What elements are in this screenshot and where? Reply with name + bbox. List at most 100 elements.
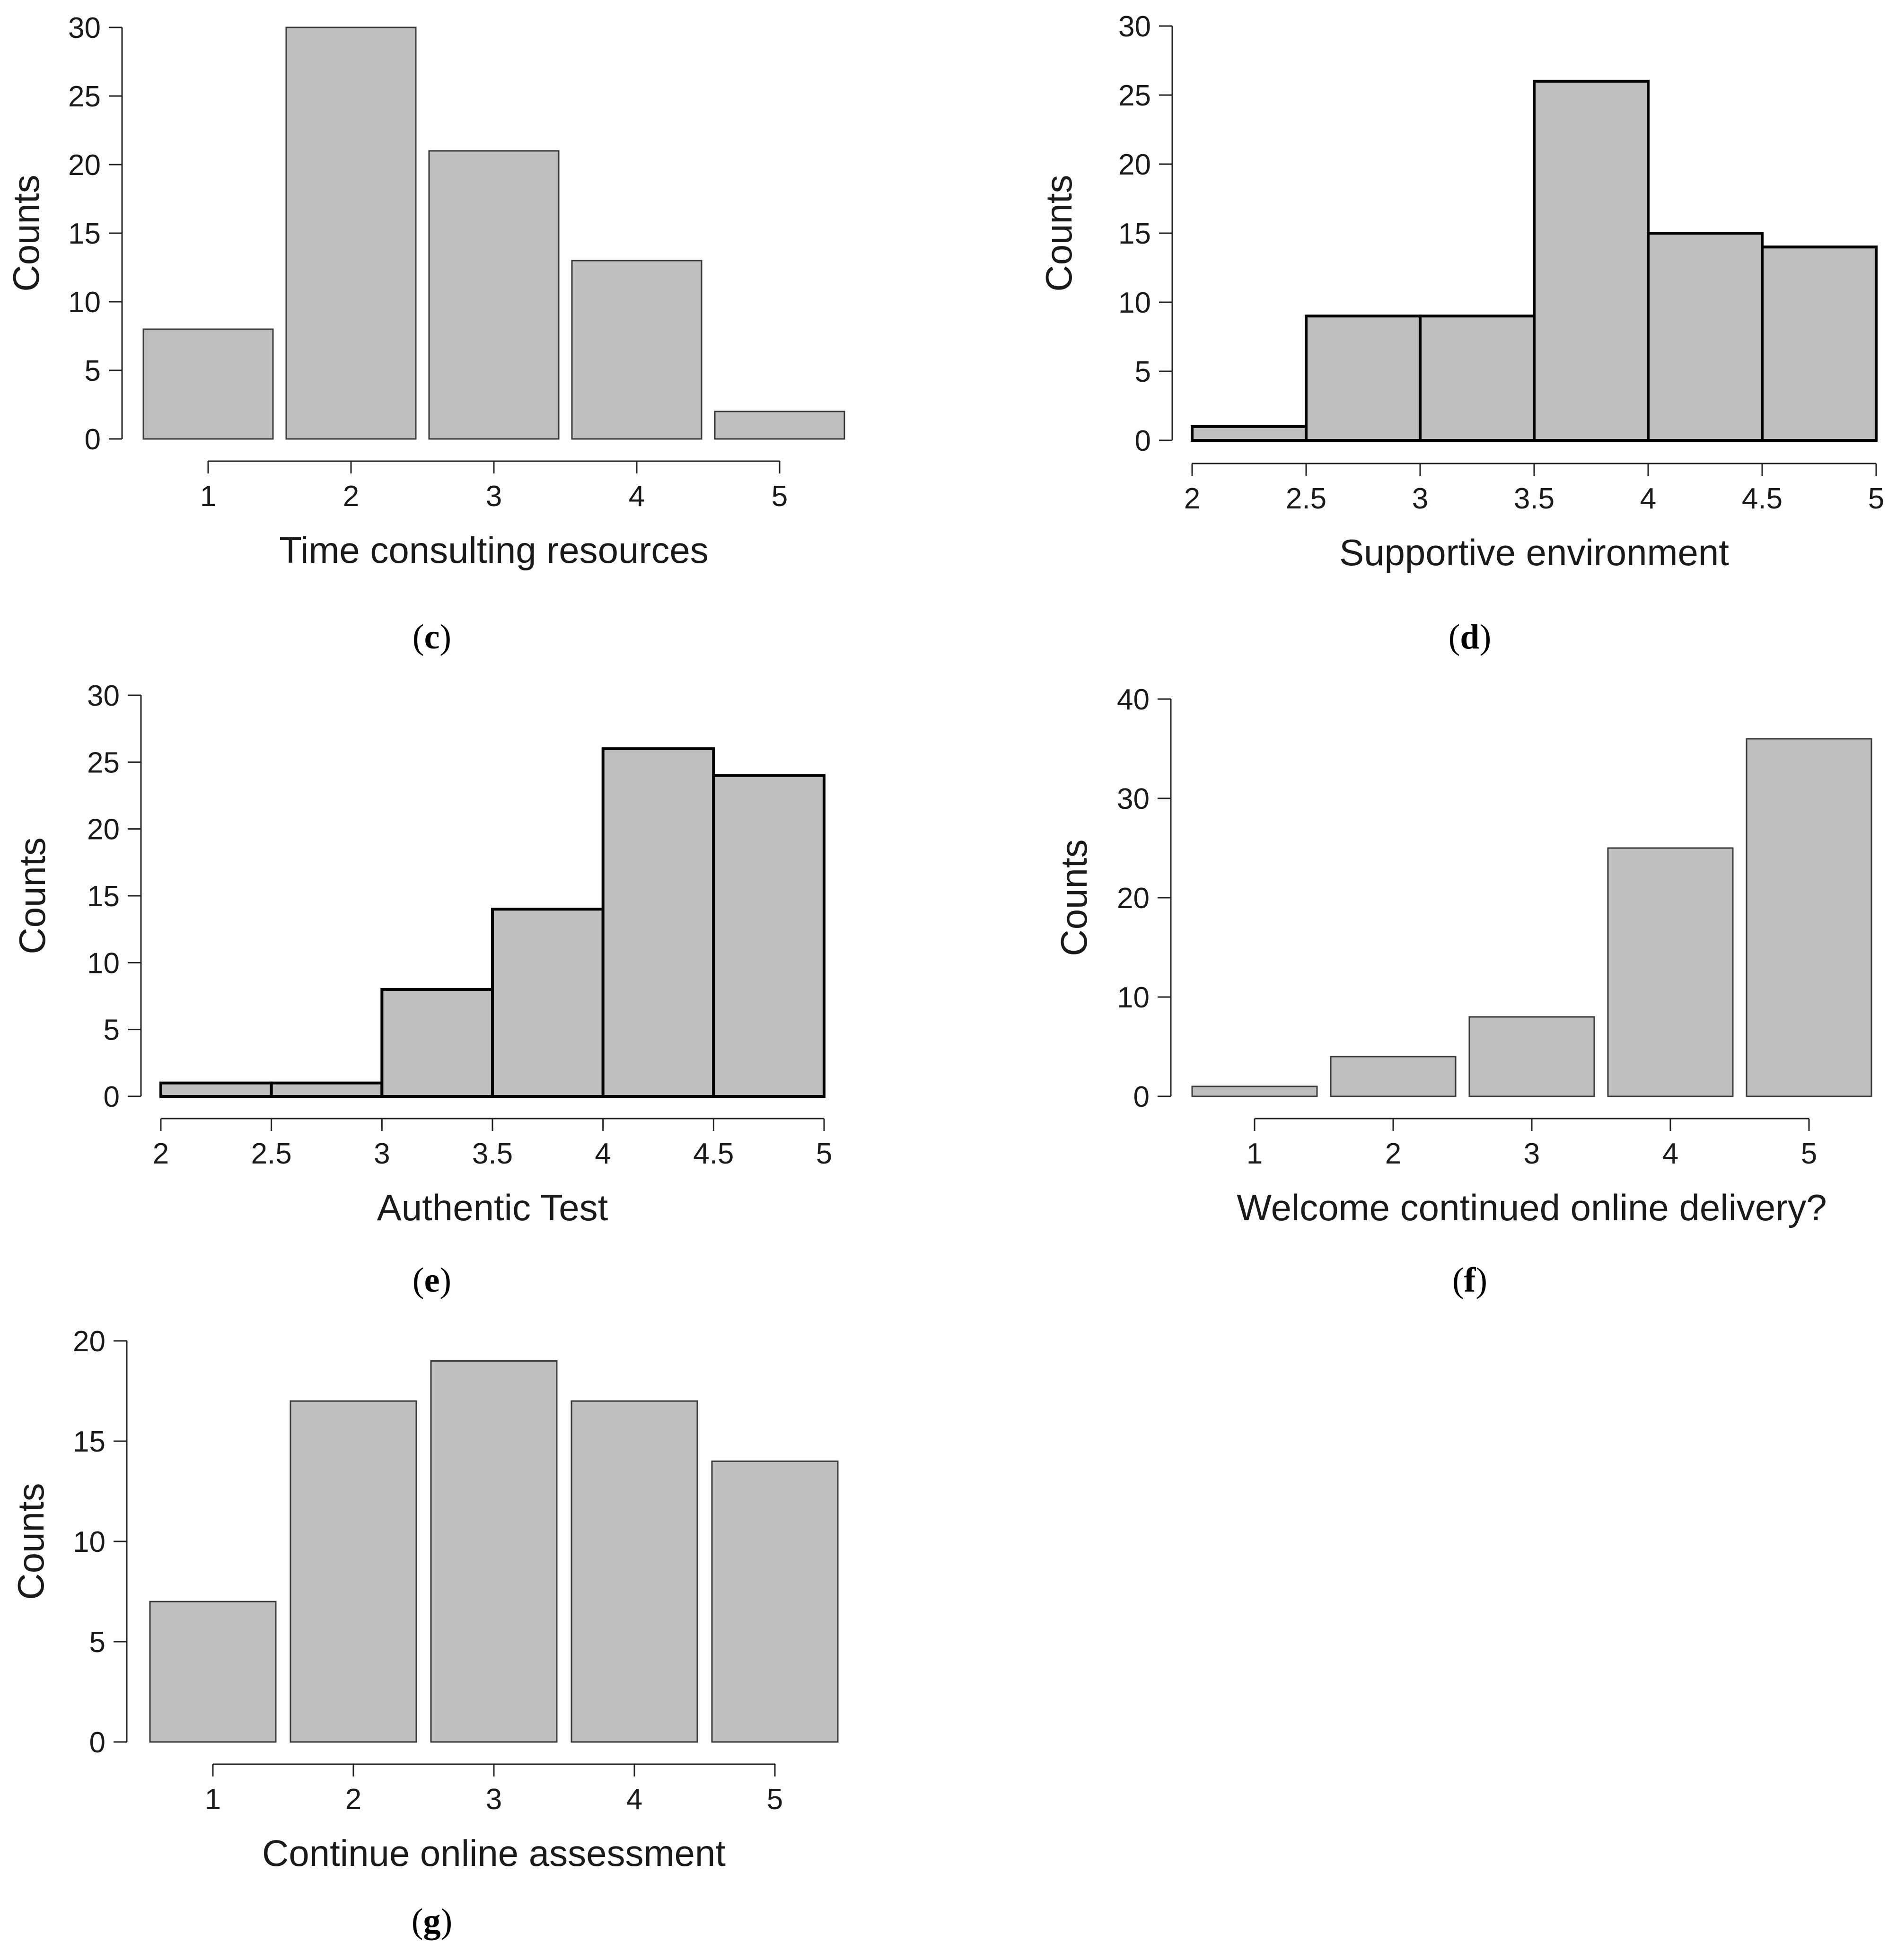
- x-axis-title: Supportive environment: [1339, 532, 1729, 573]
- y-tick-label: 5: [85, 355, 101, 387]
- y-tick-label: 5: [89, 1626, 105, 1659]
- bar: [1330, 1056, 1457, 1097]
- x-axis-title: Welcome continued online delivery?: [1237, 1187, 1827, 1228]
- caption-f: (f): [1452, 1261, 1487, 1300]
- x-tick-label: 4: [1662, 1138, 1678, 1170]
- x-axis-title: Time consulting resources: [279, 529, 708, 571]
- caption-g: (g): [411, 1902, 453, 1941]
- x-tick-label: 1: [205, 1783, 221, 1816]
- x-tick-label: 3: [486, 480, 502, 513]
- bar: [1746, 738, 1872, 1097]
- y-axis-title: Counts: [5, 175, 47, 291]
- x-tick-label: 2: [343, 480, 359, 513]
- x-tick-label: 3: [486, 1783, 502, 1816]
- bar: [714, 411, 845, 440]
- x-tick-label: 3.5: [1514, 482, 1554, 515]
- histogram-bin: [491, 908, 605, 1098]
- chart-c: 0 5 10 15 20 25 30 Counts 1 2 3 4 5 Time consulting r…: [5, 12, 845, 571]
- x-tick-label: 4: [626, 1783, 642, 1816]
- caption-c-letter: c: [424, 618, 440, 656]
- x-tick-label: 2.5: [251, 1138, 292, 1170]
- x-tick-label: 2: [1385, 1138, 1401, 1170]
- x-tick-label: 3.5: [472, 1138, 513, 1170]
- chart-e: 0 5 10 15 20 25 30 Counts 2 2.5 3 3.5 4 4.5 5 Authentic…: [11, 680, 832, 1228]
- y-tick-label: 20: [1117, 882, 1150, 915]
- y-tick-label: 15: [73, 1426, 105, 1458]
- y-tick-label: 15: [68, 218, 101, 250]
- chart-d: 0 5 10 15 20 25 30 Counts 2 2.5 3 3.5 4 4.5 5 Supportiv…: [1038, 10, 1884, 573]
- x-tick-label: 5: [1868, 482, 1884, 515]
- y-tick-label: 25: [1118, 79, 1151, 112]
- x-axis-title: Authentic Test: [377, 1187, 608, 1228]
- y-tick-label: 10: [87, 947, 120, 980]
- y-tick-label: 0: [85, 423, 101, 456]
- y-axis-title: Counts: [10, 1483, 52, 1600]
- x-tick-label: 4: [595, 1138, 611, 1170]
- y-tick-label: 40: [1117, 683, 1150, 716]
- x-tick-label: 2: [153, 1138, 169, 1170]
- histogram-bin: [159, 1081, 273, 1098]
- bar: [1607, 847, 1734, 1097]
- x-tick-label: 4: [629, 480, 645, 513]
- y-tick-label: 15: [1118, 218, 1151, 250]
- y-axis-title: Counts: [1038, 175, 1080, 291]
- caption-e: (e): [412, 1261, 452, 1300]
- y-tick-label: 5: [1135, 356, 1151, 388]
- caption-c: (c): [412, 618, 452, 656]
- y-tick-label: 30: [87, 680, 120, 712]
- x-tick-label: 1: [200, 480, 216, 513]
- histogram-bin: [601, 747, 715, 1098]
- bar: [1468, 1016, 1595, 1097]
- y-tick-label: 20: [73, 1325, 105, 1358]
- x-axis-title: Continue online assessment: [262, 1832, 726, 1874]
- y-tick-label: 0: [1133, 1081, 1150, 1113]
- x-tick-label: 2: [1184, 482, 1200, 515]
- x-tick-label: 5: [816, 1138, 832, 1170]
- chart-g: 0 5 10 15 20 Counts 1 2 3 4 5 Continue online asses…: [10, 1325, 839, 1874]
- histogram-bin: [380, 988, 494, 1098]
- histogram-bin: [1191, 425, 1308, 442]
- y-tick-label: 5: [104, 1014, 120, 1047]
- y-axis-title: Counts: [11, 837, 53, 954]
- x-tick-label: 1: [1247, 1138, 1263, 1170]
- histogram-bin: [270, 1081, 384, 1098]
- bar: [1191, 1085, 1318, 1097]
- y-tick-label: 30: [1117, 783, 1150, 815]
- bar: [430, 1360, 558, 1743]
- bar: [149, 1601, 277, 1743]
- caption-d-letter: d: [1460, 618, 1480, 656]
- x-tick-label: 3: [1412, 482, 1428, 515]
- caption-g-letter: g: [423, 1902, 441, 1941]
- x-tick-label: 3: [1524, 1138, 1540, 1170]
- y-tick-label: 25: [87, 746, 120, 779]
- y-tick-label: 25: [68, 80, 101, 113]
- x-tick-label: 2: [345, 1783, 361, 1816]
- x-tick-label: 2.5: [1286, 482, 1326, 515]
- histogram-bin: [712, 774, 826, 1098]
- caption-d: (d): [1448, 618, 1492, 656]
- x-tick-label: 5: [772, 480, 788, 513]
- y-tick-label: 10: [1117, 981, 1150, 1014]
- y-tick-label: 20: [87, 814, 120, 846]
- y-tick-label: 0: [1135, 425, 1151, 457]
- caption-e-letter: e: [424, 1261, 440, 1300]
- y-tick-label: 30: [1118, 10, 1151, 43]
- bar: [428, 150, 560, 440]
- histogram-bin: [1305, 315, 1422, 442]
- y-tick-label: 0: [104, 1081, 120, 1113]
- histogram-bin: [1533, 79, 1650, 442]
- x-tick-label: 5: [1801, 1138, 1817, 1170]
- caption-f-letter: f: [1464, 1261, 1476, 1300]
- y-tick-label: 30: [68, 12, 101, 44]
- y-tick-label: 20: [68, 149, 101, 182]
- bar: [571, 260, 703, 440]
- bar: [571, 1400, 698, 1743]
- bar: [290, 1400, 417, 1743]
- bar: [142, 328, 274, 440]
- x-tick-label: 5: [767, 1783, 783, 1816]
- bar: [711, 1460, 839, 1743]
- x-tick-label: 4.5: [693, 1138, 734, 1170]
- y-axis-title: Counts: [1053, 839, 1095, 956]
- y-tick-label: 10: [68, 286, 101, 319]
